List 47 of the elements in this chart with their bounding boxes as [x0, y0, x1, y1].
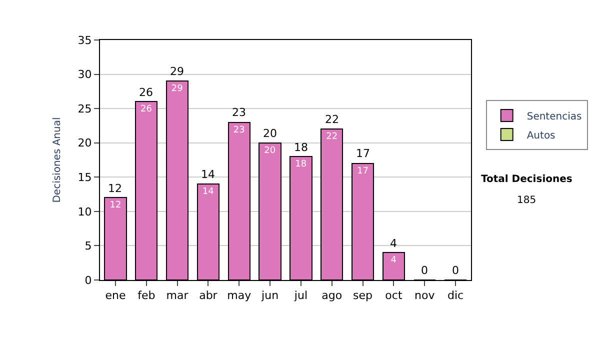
- data-label: 23: [233, 125, 245, 136]
- x-tick-label: ago: [322, 289, 342, 302]
- y-tick-label: 10: [78, 205, 92, 218]
- legend-label: Sentencias: [526, 111, 582, 122]
- x-tick-label: ene: [105, 289, 126, 302]
- data-label: 4: [390, 256, 397, 266]
- x-tick-label: nov: [414, 289, 436, 302]
- y-tick-label: 5: [84, 240, 92, 253]
- total-label: 22: [325, 113, 339, 126]
- data-label: 14: [202, 187, 214, 197]
- x-tick-label: jun: [260, 289, 279, 302]
- total-label: 12: [108, 182, 122, 195]
- y-tick-label: 35: [78, 34, 92, 47]
- total-label: 14: [201, 168, 215, 181]
- legend-label: Autos: [526, 130, 556, 142]
- total-label: 18: [294, 141, 308, 154]
- x-tick-label: abr: [199, 289, 218, 302]
- total-label: 17: [356, 147, 370, 160]
- data-label: 12: [110, 200, 122, 211]
- text: 185: [517, 195, 536, 206]
- x-tick-label: jul: [293, 289, 308, 302]
- data-label: 22: [326, 132, 338, 142]
- x-tick-label: oct: [385, 289, 403, 302]
- x-tick-label: feb: [138, 289, 156, 302]
- x-tick-label: mar: [166, 289, 189, 302]
- total-label: 0: [452, 264, 459, 277]
- data-label: 29: [171, 84, 184, 94]
- total-label: 0: [421, 264, 428, 277]
- text: Total Decisiones: [481, 174, 572, 185]
- y-axis-title: Decisiones Anual: [52, 117, 63, 203]
- total-label: 20: [263, 127, 277, 140]
- x-tick-label: sep: [353, 289, 373, 302]
- y-tick-label: 25: [78, 102, 92, 116]
- y-tick-label: 0: [84, 274, 92, 287]
- data-label: 17: [357, 166, 369, 176]
- total-label: 23: [232, 106, 246, 119]
- data-label: 20: [264, 146, 276, 156]
- total-label: 29: [170, 65, 184, 78]
- y-tick-label: 30: [78, 68, 92, 82]
- data-label: 18: [295, 160, 307, 170]
- total-label: 4: [390, 237, 397, 250]
- x-tick-label: dic: [447, 289, 464, 302]
- data-label: 26: [140, 104, 152, 115]
- x-tick-label: may: [227, 289, 252, 302]
- y-tick-label: 15: [78, 170, 92, 184]
- y-tick-label: 20: [78, 136, 92, 150]
- total-label: 26: [139, 86, 153, 99]
